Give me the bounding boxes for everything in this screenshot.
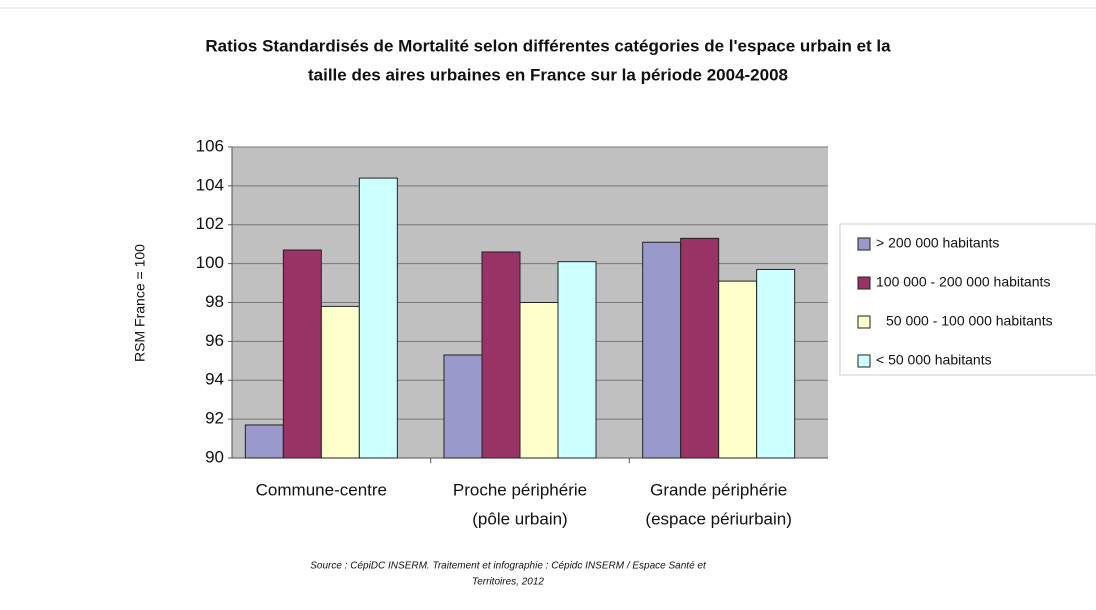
- legend: [839, 223, 1096, 376]
- x-tick-label: Proche périphérie: [453, 480, 587, 499]
- chart-title: Ratios Standardisés de Mortalité selon d…: [205, 36, 891, 55]
- y-tick-label: 94: [205, 370, 224, 389]
- legend-label: 50 000 - 100 000 habitants: [886, 313, 1053, 329]
- y-tick-label: 90: [205, 447, 224, 466]
- bar: [358, 177, 398, 459]
- bar: [443, 354, 483, 459]
- legend-swatch: [857, 315, 871, 329]
- legend-swatch: [857, 276, 871, 290]
- x-tick-label: (pôle urbain): [472, 509, 567, 528]
- legend-label: < 50 000 habitants: [876, 352, 992, 368]
- x-tick-label: Commune-centre: [256, 480, 387, 499]
- bar: [557, 261, 597, 459]
- chart-title: taille des aires urbaines en France sur …: [308, 65, 788, 84]
- y-tick-label: 106: [196, 136, 224, 155]
- x-tick-label: Grande périphérie: [650, 480, 787, 499]
- y-tick-label: 98: [205, 292, 224, 311]
- legend-label: > 200 000 habitants: [876, 235, 999, 251]
- bar: [718, 280, 758, 459]
- legend-swatch: [857, 237, 871, 251]
- y-tick-label: 102: [196, 214, 224, 233]
- bar: [282, 249, 322, 459]
- x-tick-label: (espace périurbain): [645, 509, 791, 528]
- y-tick-label: 104: [196, 175, 224, 194]
- y-tick-label: 92: [205, 409, 224, 428]
- y-tick-label: 100: [196, 253, 224, 272]
- bar: [519, 302, 559, 459]
- bar: [642, 241, 682, 459]
- source: Source : CépiDC INSERM. Traitement et in…: [310, 561, 707, 572]
- bar: [244, 424, 284, 459]
- y-axis-label: RSM France = 100: [132, 244, 148, 362]
- bar: [756, 268, 796, 459]
- bar: [680, 237, 720, 459]
- legend-swatch: [857, 354, 871, 368]
- y-tick-label: 96: [205, 331, 224, 350]
- bar: [481, 251, 521, 459]
- bar: [320, 305, 360, 459]
- legend-label: 100 000 - 200 000 habitants: [876, 274, 1050, 290]
- source: Territoires, 2012: [472, 577, 544, 588]
